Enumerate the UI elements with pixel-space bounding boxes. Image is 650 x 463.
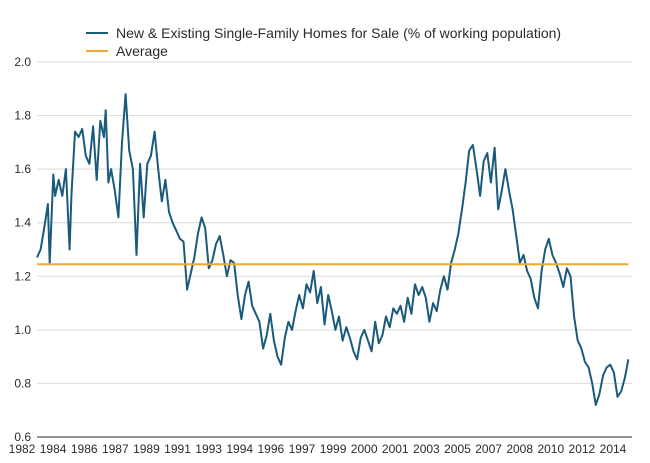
x-tick-label: 1984 — [40, 442, 67, 456]
x-tick-label: 1987 — [102, 442, 129, 456]
x-tick-label: 2010 — [537, 442, 564, 456]
legend-swatch-homes — [86, 32, 108, 34]
x-tick-label: 2005 — [444, 442, 471, 456]
x-tick-label: 1999 — [320, 442, 347, 456]
legend-item-homes: New & Existing Single-Family Homes for S… — [86, 24, 561, 42]
x-tick-label: 1989 — [133, 442, 160, 456]
x-tick-label: 2012 — [569, 442, 596, 456]
y-tick-label: 1.4 — [14, 216, 31, 230]
x-tick-label: 1991 — [164, 442, 191, 456]
x-tick-label: 2007 — [475, 442, 502, 456]
y-tick-label: 1.8 — [14, 109, 31, 123]
y-tick-label: 1.6 — [14, 162, 31, 176]
x-tick-label: 2003 — [413, 442, 440, 456]
x-tick-label: 2001 — [382, 442, 409, 456]
y-tick-label: 0.8 — [14, 376, 31, 390]
x-tick-label: 2000 — [351, 442, 378, 456]
x-tick-label: 2014 — [600, 442, 627, 456]
axes: 0.6 0.8 1.0 1.2 1.4 1.6 1.8 2.0 1982 1984 1986 1987… — [9, 55, 627, 456]
x-tick-label: 1997 — [289, 442, 316, 456]
x-tick-label: 1993 — [195, 442, 222, 456]
x-tick-label: 2008 — [506, 442, 533, 456]
y-tick-label: 0.6 — [14, 430, 31, 444]
x-tick-label: 1994 — [226, 442, 253, 456]
legend-item-average: Average — [86, 42, 561, 60]
x-tick-label: 1996 — [257, 442, 284, 456]
legend-swatch-average — [86, 50, 108, 52]
y-tick-label: 1.2 — [14, 269, 31, 283]
legend: New & Existing Single-Family Homes for S… — [86, 24, 561, 60]
x-tick-label: 1986 — [71, 442, 98, 456]
legend-label-average: Average — [116, 43, 168, 59]
grid-lines — [37, 61, 632, 438]
series-lines — [36, 93, 630, 406]
homes-for-sale-line — [36, 93, 630, 406]
legend-label-homes: New & Existing Single-Family Homes for S… — [116, 25, 562, 41]
y-tick-label: 1.0 — [14, 323, 31, 337]
x-tick-label: 1982 — [9, 442, 36, 456]
y-tick-label: 2.0 — [14, 55, 31, 69]
